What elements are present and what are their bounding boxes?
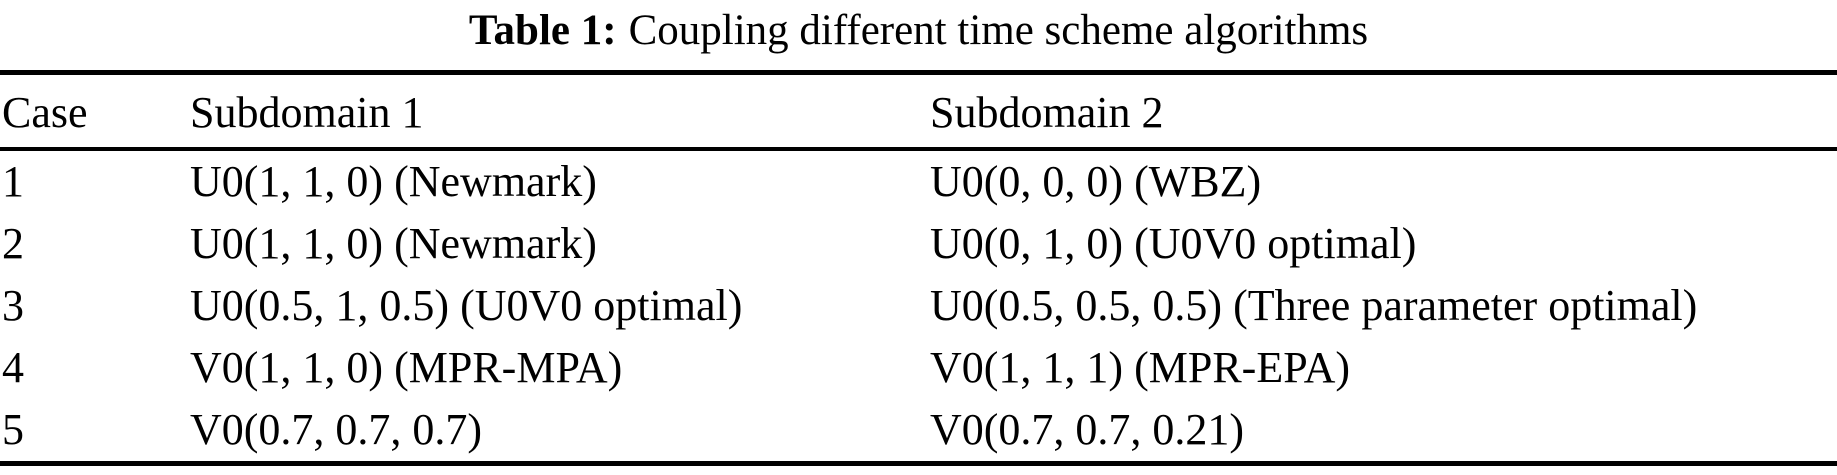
cell-subdomain-2: U0(0, 1, 0) (U0V0 optimal) <box>930 219 1417 268</box>
cell-case: 4 <box>2 343 24 392</box>
col-header-subdomain-2: Subdomain 2 <box>930 72 1837 151</box>
table-header-row: Case Subdomain 1 Subdomain 2 <box>0 72 1837 151</box>
table-caption-label: Table 1: <box>468 7 617 54</box>
cell-subdomain-2: V0(0.7, 0.7, 0.21) <box>930 405 1245 454</box>
coupling-schemes-table: Case Subdomain 1 Subdomain 2 1 U0(1, 1, … <box>0 70 1837 466</box>
cell-case: 2 <box>2 219 24 268</box>
cell-subdomain-1: U0(0.5, 1, 0.5) (U0V0 optimal) <box>190 281 743 330</box>
cell-subdomain-2: U0(0.5, 0.5, 0.5) (Three parameter optim… <box>930 281 1698 330</box>
col-header-subdomain-1: Subdomain 1 <box>190 72 930 151</box>
cell-case: 1 <box>2 157 24 206</box>
cell-subdomain-1: U0(1, 1, 0) (Newmark) <box>190 157 597 206</box>
cell-case: 5 <box>2 405 24 454</box>
cell-subdomain-2: V0(1, 1, 1) (MPR-EPA) <box>930 343 1351 392</box>
cell-subdomain-1: V0(0.7, 0.7, 0.7) <box>190 405 483 454</box>
cell-subdomain-1: V0(1, 1, 0) (MPR-MPA) <box>190 343 623 392</box>
table-row: 4 V0(1, 1, 0) (MPR-MPA) V0(1, 1, 1) (MPR… <box>0 337 1837 399</box>
cell-case: 3 <box>2 281 24 330</box>
table-row: 1 U0(1, 1, 0) (Newmark) U0(0, 0, 0) (WBZ… <box>0 149 1837 213</box>
table-row: 3 U0(0.5, 1, 0.5) (U0V0 optimal) U0(0.5,… <box>0 275 1837 337</box>
cell-subdomain-1: U0(1, 1, 0) (Newmark) <box>190 219 597 268</box>
table-row: 2 U0(1, 1, 0) (Newmark) U0(0, 1, 0) (U0V… <box>0 213 1837 275</box>
table-row: 5 V0(0.7, 0.7, 0.7) V0(0.7, 0.7, 0.21) <box>0 399 1837 464</box>
cell-subdomain-2: U0(0, 0, 0) (WBZ) <box>930 157 1262 206</box>
table-caption-text: Coupling different time scheme algorithm… <box>628 7 1369 54</box>
col-header-case: Case <box>0 72 190 151</box>
table-caption: Table 1: Coupling different time scheme a… <box>0 0 1837 56</box>
